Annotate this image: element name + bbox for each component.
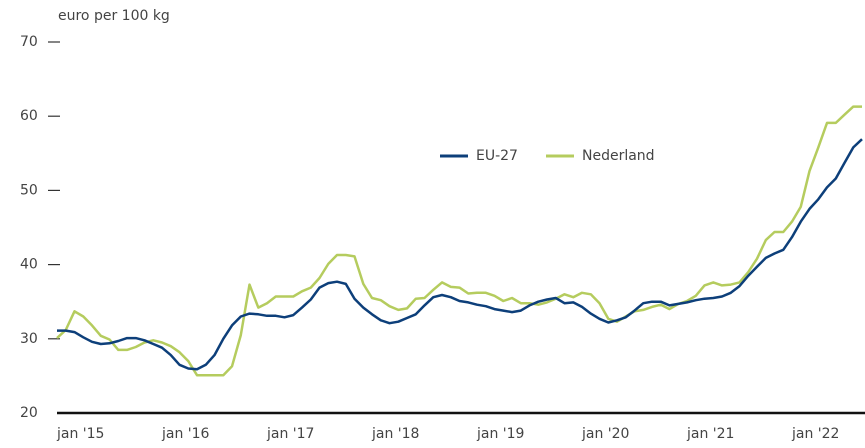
y-tick-label: 60	[20, 108, 38, 124]
y-tick-label: 50	[20, 182, 38, 198]
line-series	[56, 105, 862, 377]
x-tick-label: jan '15	[56, 426, 104, 442]
x-tick-label: jan '19	[476, 426, 524, 442]
y-tick-label: 40	[20, 257, 38, 273]
y-tick-label: 70	[20, 34, 38, 50]
legend-label: Nederland	[582, 148, 655, 164]
x-tick-label: jan '22	[791, 426, 839, 442]
x-tick-label: jan '21	[686, 426, 734, 442]
legend-label: EU-27	[476, 148, 518, 164]
x-tick-label: jan '20	[581, 426, 629, 442]
x-tick-label: jan '16	[161, 426, 210, 442]
x-tick-label: jan '17	[266, 426, 314, 442]
x-tick-label: jan '18	[371, 426, 419, 442]
line-series	[57, 138, 863, 371]
y-tick-label: 30	[20, 331, 38, 347]
y-tick-label: 20	[20, 405, 38, 421]
y-axis-label: euro per 100 kg	[58, 8, 170, 24]
